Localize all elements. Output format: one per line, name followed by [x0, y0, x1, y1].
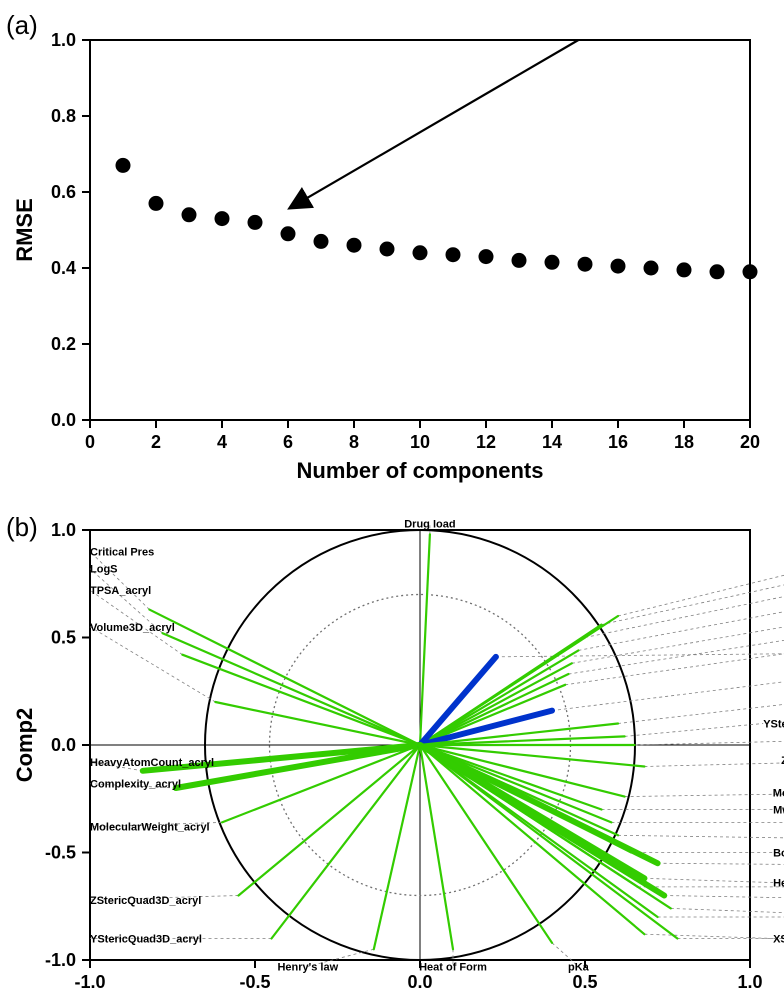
svg-text:0.8: 0.8 — [51, 106, 76, 126]
svg-text:Critical Pres: Critical Pres — [90, 547, 154, 559]
svg-text:Drug load: Drug load — [404, 520, 455, 531]
loading-plot-chart: -1.0-0.50.00.51.0-1.0-0.50.00.51.0Comp1C… — [0, 520, 784, 996]
svg-text:1.0: 1.0 — [51, 520, 76, 540]
svg-text:0.5: 0.5 — [51, 628, 76, 648]
svg-text:MolecularWeight_amine: MolecularWeight_amine — [773, 787, 784, 799]
svg-text:18: 18 — [674, 432, 694, 452]
svg-text:HeavyAtomCount_amine: HeavyAtomCount_amine — [773, 878, 784, 890]
svg-text:0.0: 0.0 — [51, 735, 76, 755]
svg-text:Boiling Point: Boiling Point — [773, 848, 784, 860]
svg-text:Henry's law: Henry's law — [277, 961, 338, 973]
svg-text:0.4: 0.4 — [51, 258, 76, 278]
svg-text:-1.0: -1.0 — [45, 950, 76, 970]
svg-text:RMSE: RMSE — [12, 198, 37, 262]
svg-text:-0.5: -0.5 — [45, 843, 76, 863]
svg-text:XStericQuad3D_amine: XStericQuad3D_amine — [773, 934, 784, 946]
svg-text:HeavyAtomCount_acryl: HeavyAtomCount_acryl — [90, 757, 214, 769]
rmse-scatter-chart: 0 2 4 6 8 10 12 14 16 18 20 0.0 0.2 0.4 0.6 0.8 1.0 Numbe… — [0, 0, 784, 490]
svg-text:Comp2: Comp2 — [12, 708, 37, 783]
svg-text:Heat of Form: Heat of Form — [419, 961, 487, 973]
svg-text:0.6: 0.6 — [51, 182, 76, 202]
figure-root: (a) 024681012141618200.00.20.40.60.81.0N… — [0, 0, 784, 976]
svg-text:Volume3D_acryl: Volume3D_acryl — [90, 622, 175, 634]
svg-text:pKa: pKa — [568, 961, 590, 973]
svg-text:0.0: 0.0 — [51, 410, 76, 430]
svg-text:14: 14 — [542, 432, 562, 452]
svg-text:ZStericQuad3D_acryl: ZStericQuad3D_acryl — [90, 895, 201, 907]
svg-text:1.0: 1.0 — [737, 972, 762, 992]
svg-text:YStericQuad3D_acryl: YStericQuad3D_acryl — [763, 719, 784, 731]
svg-text:Number of components: Number of components — [297, 458, 544, 483]
svg-text:-0.5: -0.5 — [239, 972, 270, 992]
svg-text:Complexity_acryl: Complexity_acryl — [90, 779, 181, 791]
svg-text:-1.0: -1.0 — [74, 972, 105, 992]
svg-text:0.0: 0.0 — [407, 972, 432, 992]
svg-text:MolecularWeight_acryl: MolecularWeight_acryl — [90, 822, 210, 834]
svg-text:16: 16 — [608, 432, 628, 452]
svg-text:0.2: 0.2 — [51, 334, 76, 354]
svg-text:8: 8 — [349, 432, 359, 452]
svg-text:10: 10 — [410, 432, 430, 452]
svg-text:12: 12 — [476, 432, 496, 452]
svg-text:YStericQuad3D_acryl: YStericQuad3D_acryl — [90, 934, 202, 946]
svg-text:6: 6 — [283, 432, 293, 452]
svg-text:2: 2 — [151, 432, 161, 452]
svg-text:TPSA_acryl: TPSA_acryl — [90, 585, 151, 597]
svg-text:0: 0 — [85, 432, 95, 452]
svg-text:4: 4 — [217, 432, 227, 452]
svg-text:LogS: LogS — [90, 564, 118, 576]
svg-text:1.0: 1.0 — [51, 30, 76, 50]
svg-text:20: 20 — [740, 432, 760, 452]
svg-text:0.5: 0.5 — [572, 972, 597, 992]
svg-text:Mw_amine Mw_acryl: Mw_amine Mw_acryl — [773, 805, 784, 817]
